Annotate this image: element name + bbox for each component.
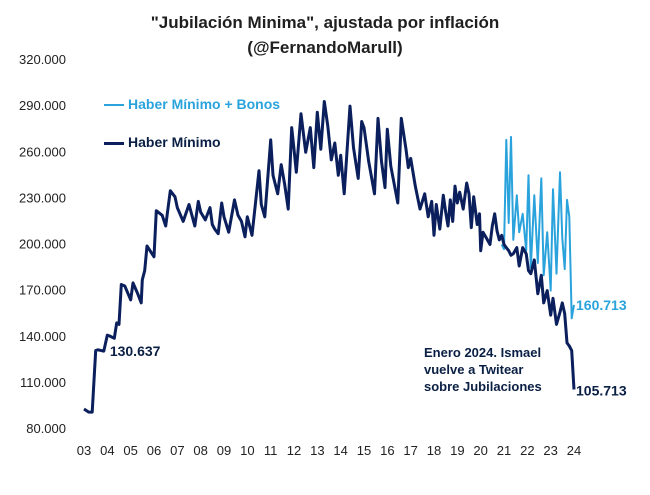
x-tick-label: 24: [567, 443, 581, 458]
y-tick-label: 110.000: [20, 375, 66, 390]
x-tick-label: 21: [497, 443, 511, 458]
x-tick-label: 12: [287, 443, 301, 458]
y-tick-label: 140.000: [19, 329, 66, 344]
legend-entry-bonos: Haber Mínimo + Bonos: [104, 96, 280, 112]
x-tick-label: 23: [543, 443, 557, 458]
data-label-end-bonos: 160.713: [576, 297, 627, 313]
x-tick-label: 03: [77, 443, 91, 458]
legend-label-bonos: Haber Mínimo + Bonos: [128, 96, 281, 112]
title-line: "Jubilación Minima", ajustada por inflac…: [150, 13, 500, 32]
y-tick-label: 200.000: [19, 237, 66, 252]
annotation-line-1: Enero 2024. Ismael: [424, 345, 542, 360]
x-tick-label: 19: [450, 443, 464, 458]
data-label-start: 130.637: [110, 343, 161, 359]
series-line-haber-minimo: [83, 100, 576, 414]
series-line-haber-bonos: [500, 135, 575, 320]
y-tick-label: 230.000: [19, 190, 66, 205]
y-tick-label: 260.000: [19, 144, 66, 159]
x-tick-label: 20: [473, 443, 487, 458]
x-tick-label: 06: [147, 443, 161, 458]
x-tick-label: 18: [427, 443, 441, 458]
legend-swatch-bonos: [104, 104, 124, 107]
annotation-line-2: vuelve a Twitear: [424, 362, 524, 377]
x-tick-label: 05: [123, 443, 137, 458]
annotation-line-3: sobre Jubilaciones: [424, 379, 542, 394]
y-tick-label: 290.000: [19, 98, 66, 113]
legend-entry-haber: Haber Mínimo: [104, 134, 221, 150]
chart-title: "Jubilación Minima", ajustada por inflac…: [0, 10, 650, 60]
legend-swatch-haber: [104, 141, 124, 145]
x-tick-label: 07: [170, 443, 184, 458]
x-tick-label: 17: [403, 443, 417, 458]
x-tick-label: 09: [217, 443, 231, 458]
x-tick-label: 15: [357, 443, 371, 458]
x-tick-label: 16: [380, 443, 394, 458]
annotation-text: Enero 2024. Ismael vuelve a Twitear sobr…: [424, 344, 542, 395]
x-tick-label: 08: [193, 443, 207, 458]
subtitle-line: (@FernandoMarull): [247, 38, 403, 57]
data-label-end-haber: 105.713: [576, 382, 627, 398]
x-tick-label: 14: [333, 443, 347, 458]
x-tick-label: 04: [100, 443, 114, 458]
x-tick-label: 22: [520, 443, 534, 458]
x-tick-label: 11: [264, 443, 278, 458]
y-tick-label: 320.000: [19, 52, 66, 67]
y-tick-label: 170.000: [19, 283, 66, 298]
x-tick-label: 10: [240, 443, 254, 458]
x-tick-label: 13: [310, 443, 324, 458]
legend-label-haber: Haber Mínimo: [128, 134, 221, 150]
y-tick-label: 80.000: [26, 421, 66, 436]
